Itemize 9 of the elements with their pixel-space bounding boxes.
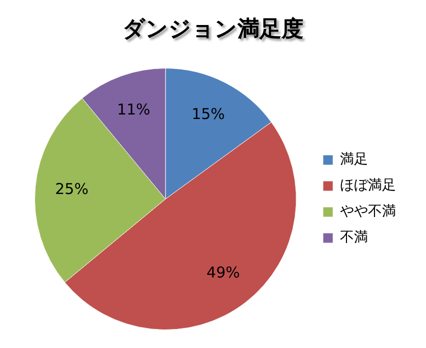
chart-title: ダンジョン満足度: [122, 16, 304, 44]
legend-label: ほぼ満足: [340, 178, 396, 194]
data-label: 49%: [206, 263, 240, 282]
legend-label: やや不満: [340, 204, 396, 220]
data-label: 11%: [116, 100, 150, 118]
legend-label: 不満: [340, 230, 368, 246]
legend-label: 満足: [340, 152, 368, 168]
data-label: 15%: [192, 105, 225, 124]
data-label: 25%: [55, 180, 88, 198]
